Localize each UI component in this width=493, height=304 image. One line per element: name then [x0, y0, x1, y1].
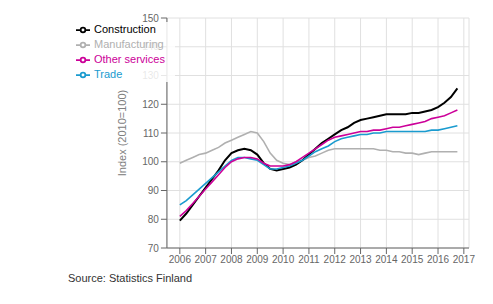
svg-text:2009: 2009	[246, 254, 269, 265]
svg-text:120: 120	[142, 99, 159, 110]
svg-text:150: 150	[142, 13, 159, 24]
svg-text:80: 80	[148, 214, 160, 225]
svg-text:2006: 2006	[169, 254, 192, 265]
svg-text:90: 90	[148, 185, 160, 196]
svg-text:2008: 2008	[220, 254, 243, 265]
svg-text:2014: 2014	[375, 254, 398, 265]
svg-text:2017: 2017	[453, 254, 476, 265]
svg-text:130: 130	[142, 70, 159, 81]
svg-text:2012: 2012	[324, 254, 347, 265]
svg-text:2011: 2011	[298, 254, 320, 265]
svg-text:2013: 2013	[349, 254, 372, 265]
svg-text:2010: 2010	[272, 254, 295, 265]
svg-text:110: 110	[143, 128, 159, 139]
svg-text:2015: 2015	[401, 254, 424, 265]
svg-text:2007: 2007	[195, 254, 218, 265]
svg-text:140: 140	[142, 41, 159, 52]
svg-text:70: 70	[148, 243, 160, 254]
svg-text:100: 100	[142, 156, 159, 167]
svg-text:Index (2010=100): Index (2010=100)	[116, 90, 128, 177]
svg-text:2016: 2016	[427, 254, 450, 265]
